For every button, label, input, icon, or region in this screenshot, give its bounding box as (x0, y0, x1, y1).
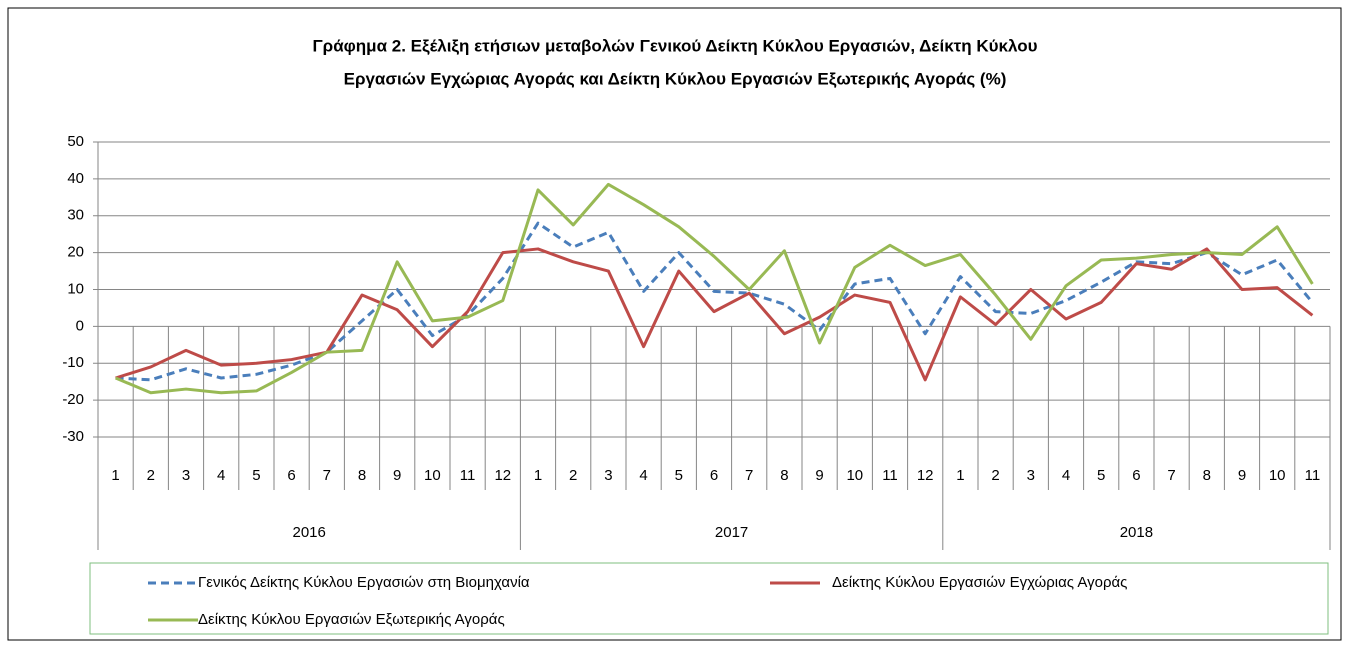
x-tick-label: 11 (882, 467, 898, 484)
x-group-label: 2017 (715, 524, 748, 541)
x-tick-label: 4 (1062, 467, 1070, 484)
series-line (115, 182, 1314, 395)
x-group-label: 2018 (1120, 524, 1153, 541)
x-tick-label: 3 (604, 467, 612, 484)
x-tick-label: 8 (358, 467, 366, 484)
x-tick-label: 2 (147, 467, 155, 484)
y-tick-label: 0 (76, 317, 84, 334)
x-tick-label: 11 (1305, 467, 1321, 484)
x-tick-label: 6 (287, 467, 295, 484)
x-tick-label: 8 (780, 467, 788, 484)
chart-frame (7, 7, 1342, 641)
chart-title: Εργασιών Εγχώριας Αγοράς και Δείκτη Κύκλ… (344, 69, 1007, 88)
x-tick-label: 5 (1097, 467, 1105, 484)
legend-label: Δείκτης Κύκλου Εργασιών Εγχώριας Αγοράς (832, 574, 1127, 591)
x-tick-label: 2 (569, 467, 577, 484)
x-tick-label: 10 (1269, 467, 1286, 484)
x-tick-label: 9 (1238, 467, 1246, 484)
x-tick-label: 5 (675, 467, 683, 484)
x-tick-label: 9 (815, 467, 823, 484)
x-tick-label: 3 (182, 467, 190, 484)
x-group-label: 2016 (293, 524, 326, 541)
y-tick-label: -20 (62, 391, 84, 408)
x-tick-label: 7 (1167, 467, 1175, 484)
x-tick-label: 9 (393, 467, 401, 484)
x-tick-label: 1 (534, 467, 542, 484)
x-tick-label: 1 (111, 467, 119, 484)
x-tick-label: 4 (217, 467, 225, 484)
x-tick-label: 6 (710, 467, 718, 484)
x-tick-label: 7 (745, 467, 753, 484)
series-line (115, 221, 1314, 382)
x-tick-label: 10 (424, 467, 441, 484)
x-tick-label: 6 (1132, 467, 1140, 484)
y-tick-label: 10 (67, 280, 84, 297)
x-tick-label: 5 (252, 467, 260, 484)
x-tick-label: 3 (1027, 467, 1035, 484)
chart-title: Γράφημα 2. Εξέλιξη ετήσιων μεταβολών Γεν… (312, 36, 1037, 55)
legend-label: Γενικός Δείκτης Κύκλου Εργασιών στη Βιομ… (198, 574, 530, 591)
x-tick-label: 10 (846, 467, 863, 484)
x-tick-label: 8 (1203, 467, 1211, 484)
x-tick-label: 12 (494, 467, 511, 484)
x-tick-label: 7 (323, 467, 331, 484)
y-tick-label: 40 (67, 170, 84, 187)
y-tick-label: 50 (67, 133, 84, 150)
legend-label: Δείκτης Κύκλου Εργασιών Εξωτερικής Αγορά… (198, 611, 505, 628)
legend-box (89, 562, 1329, 635)
x-tick-label: 4 (639, 467, 647, 484)
x-tick-label: 1 (956, 467, 964, 484)
y-tick-label: -30 (62, 428, 84, 445)
y-tick-label: -10 (62, 354, 84, 371)
series-line (115, 247, 1314, 382)
y-tick-label: 30 (67, 207, 84, 224)
x-tick-label: 11 (460, 467, 476, 484)
y-tick-label: 20 (67, 244, 84, 261)
x-tick-label: 2 (991, 467, 999, 484)
x-tick-label: 12 (917, 467, 934, 484)
